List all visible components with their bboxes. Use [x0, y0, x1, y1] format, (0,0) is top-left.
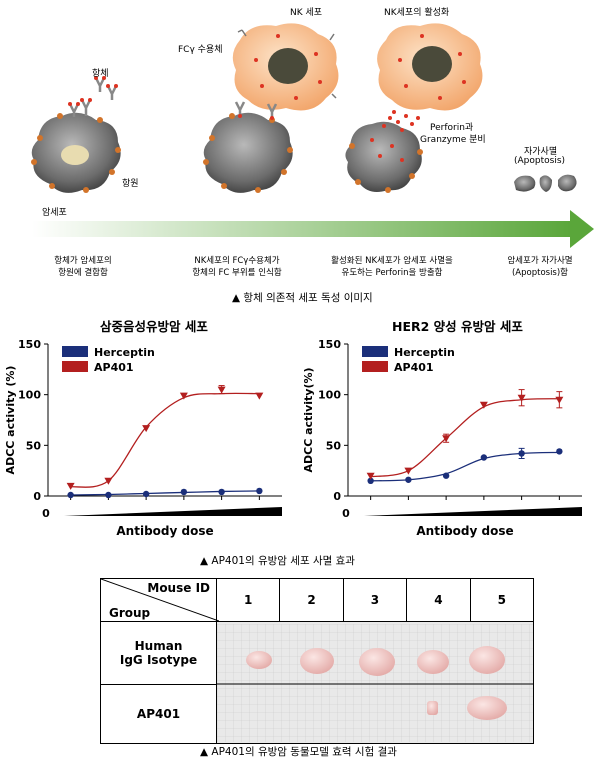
- y-axis-label: ADCC activity (%): [4, 366, 17, 475]
- apoptosis-label-line2: (Apoptosis): [514, 156, 566, 166]
- mouse-id-cell: 5: [469, 578, 535, 622]
- data-point: [218, 488, 225, 496]
- step-4-text: 암세포가 자가사멸 (Apoptosis)함: [507, 256, 573, 278]
- y-tick-label: 50: [26, 439, 42, 452]
- cancer-cell-label: 암세포: [42, 208, 67, 218]
- legend-label: Herceptin: [94, 346, 155, 359]
- mouse-id-cell: 1: [215, 578, 281, 622]
- y-tick-label: 150: [18, 338, 41, 351]
- data-point: [367, 477, 374, 484]
- antibody-label: 항체: [92, 69, 109, 79]
- chart-2-title: HER2 양성 유방암 세포: [392, 319, 523, 334]
- antibody-tip-icon: [94, 76, 118, 88]
- x-axis-label: Antibody dose: [116, 524, 213, 538]
- legend-label: AP401: [394, 361, 434, 374]
- x-zero-label: 0: [342, 507, 350, 520]
- x-zero-label: 0: [42, 507, 50, 520]
- perforin-label-line1: Perforin과: [430, 123, 474, 133]
- data-point: [179, 392, 188, 400]
- group-cell-igg: Human IgG Isotype: [100, 621, 217, 685]
- data-point: [404, 467, 413, 475]
- y-tick-label: 100: [318, 389, 341, 402]
- data-point: [104, 477, 113, 485]
- chart-triple-negative: 0 50 100 150 0 Antibody dose ADCC activity (%)…: [4, 338, 282, 538]
- data-point: [480, 454, 488, 461]
- mouse-id-cell: 2: [279, 578, 344, 622]
- cancer-cell-icon: [203, 112, 293, 193]
- data-point: [405, 476, 412, 483]
- y-axis-label: ADCC activity(%): [302, 367, 315, 472]
- nk-cell-icon: [232, 23, 339, 111]
- apoptosis-label-line1: 자가사멸: [524, 147, 558, 157]
- y-tick-label: 50: [326, 439, 342, 452]
- data-point: [442, 472, 450, 479]
- perforin-label-line2: Granzyme 분비: [420, 135, 486, 145]
- group-header: Group: [109, 606, 151, 620]
- table-caption: ▲ AP401의 유방암 동물모델 효력 시험 결과: [200, 746, 397, 758]
- activated-nk-cell-icon: [377, 23, 483, 111]
- data-point: [255, 392, 264, 400]
- adcc-mechanism-illustration: [31, 23, 594, 248]
- series-curve: [70, 392, 260, 488]
- antigen-label: 항원: [122, 179, 139, 189]
- group-cell-ap401: AP401: [100, 684, 217, 744]
- x-axis-label: Antibody dose: [416, 524, 513, 538]
- dose-wedge: [64, 507, 282, 516]
- mouse-id-cell: 4: [406, 578, 471, 622]
- cancer-cell-icon: [345, 121, 423, 193]
- step-1-text: 항체가 암세포의 항원에 결합함: [54, 256, 112, 278]
- fc-receptor-label: FCγ 수용체: [178, 45, 223, 55]
- nk-cell-label: NK 세포: [290, 8, 323, 18]
- tumor-sample-icon: [246, 645, 507, 720]
- data-point: [442, 435, 451, 443]
- series-curve: [370, 451, 560, 482]
- mouse-id-header: Mouse ID: [147, 581, 210, 595]
- step-2-text: NK세포의 FCγ수용체가 항체의 FC 부위를 인식함: [192, 256, 282, 278]
- nk-activation-label: NK세포의 활성화: [384, 8, 450, 18]
- legend-label: AP401: [94, 361, 134, 374]
- legend-swatch: [362, 346, 388, 357]
- tumor-photo-image: [217, 623, 533, 742]
- data-point: [256, 487, 263, 495]
- chart-her2-positive: 0 50 100 150 0 Antibody dose ADCC activity(%) H…: [302, 338, 582, 538]
- series-curve: [70, 490, 260, 496]
- data-point: [105, 491, 112, 499]
- data-point: [517, 394, 526, 402]
- mouse-results-table: Mouse ID Group 1 2 3 4 5 Human IgG Isotyp…: [100, 578, 535, 744]
- table-corner-header: Mouse ID Group: [100, 578, 219, 622]
- step-3-text: 활성화된 NK세포가 암세포 사멸을 유도하는 Perforin을 방출함: [331, 256, 453, 278]
- data-point: [556, 448, 563, 455]
- mechanism-caption: ▲ 항체 의존적 세포 독성 이미지: [232, 292, 373, 304]
- legend-swatch: [362, 361, 388, 372]
- free-antibody-icon: [94, 77, 118, 100]
- data-point: [217, 386, 226, 394]
- data-point: [142, 425, 151, 433]
- y-tick-label: 0: [333, 490, 341, 503]
- cancer-cell-icon: [31, 98, 121, 193]
- apoptotic-body-icon: [514, 174, 577, 192]
- data-point: [180, 488, 188, 496]
- perforin-granule-icon: [382, 110, 420, 132]
- series-curve: [370, 398, 560, 478]
- chart-1-title: 삼중음성유방암 세포: [100, 319, 208, 334]
- data-point: [366, 472, 375, 480]
- data-point: [518, 450, 525, 457]
- data-point: [479, 401, 488, 409]
- data-point: [142, 490, 150, 498]
- data-point: [555, 396, 564, 404]
- mouse-id-cell: 3: [342, 578, 408, 622]
- legend-label: Herceptin: [394, 346, 455, 359]
- y-tick-label: 0: [33, 490, 41, 503]
- dose-wedge: [364, 507, 582, 516]
- data-point: [67, 491, 74, 499]
- charts-caption: ▲ AP401의 유방암 세포 사멸 효과: [200, 555, 355, 567]
- y-tick-label: 150: [318, 338, 341, 351]
- y-tick-label: 100: [18, 389, 41, 402]
- process-arrow: [32, 210, 594, 248]
- tumor-photo: [216, 621, 534, 744]
- legend-swatch: [62, 346, 88, 357]
- data-point: [66, 482, 75, 490]
- legend-swatch: [62, 361, 88, 372]
